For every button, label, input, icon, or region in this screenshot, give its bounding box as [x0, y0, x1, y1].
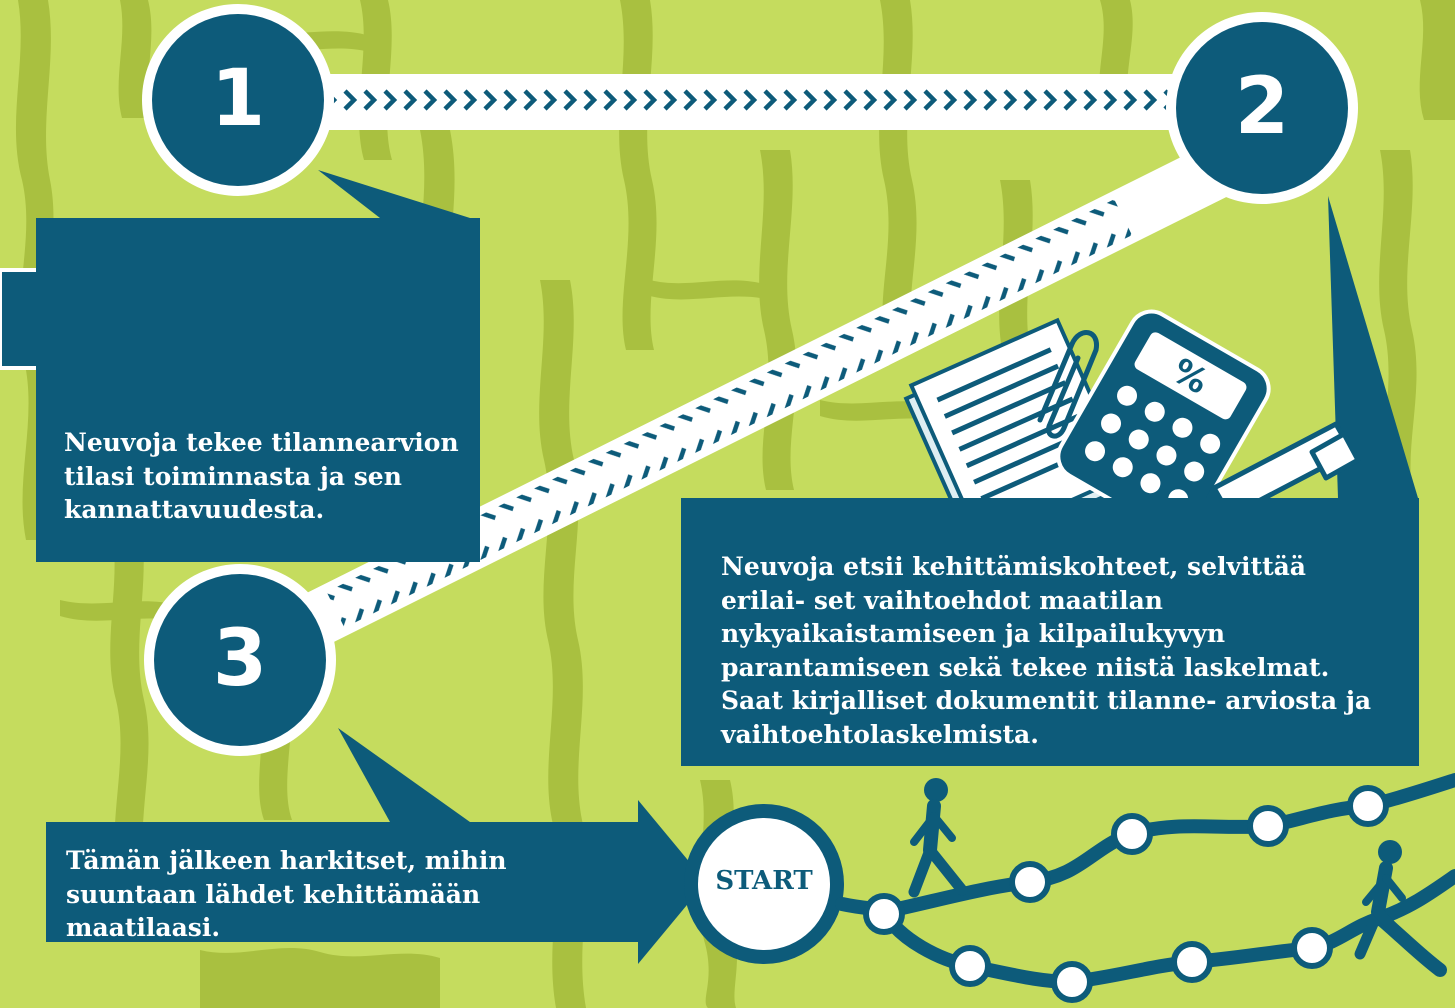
running-person-icon [1354, 840, 1418, 960]
step-3-text: Tämän jälkeen harkitset, mihin suuntaan … [66, 846, 507, 942]
step-number-3: 3 [212, 614, 268, 704]
path-2-to-3 [242, 125, 1270, 676]
path-node [863, 785, 1389, 1003]
calculator-icon: % [1056, 309, 1271, 536]
start-circle [684, 804, 844, 964]
step-number-1: 1 [210, 54, 266, 144]
step-1-callout: Neuvoja tekee tilannearvion tilasi toimi… [36, 218, 480, 562]
step-circle-1 [142, 4, 334, 196]
step-circle-3 [144, 564, 336, 756]
step-3-arrow-box: Tämän jälkeen harkitset, mihin suuntaan … [46, 822, 640, 942]
start-label: START [715, 866, 813, 896]
arrow-to-start [638, 800, 706, 964]
step-2-callout: Neuvoja etsii kehittämiskohteet, selvitt… [681, 498, 1419, 766]
paperclip-icon [1037, 330, 1099, 439]
path-1-to-2 [240, 74, 1262, 130]
callout-tail-2 [1328, 196, 1418, 498]
step-2-text: Neuvoja etsii kehittämiskohteet, selvitt… [721, 552, 1372, 749]
callout-tail-1 [318, 170, 470, 218]
walking-person-icon [908, 778, 968, 898]
step-circle-2 [1166, 12, 1358, 204]
callout-tail-3 [338, 728, 470, 822]
step-1-text: Neuvoja tekee tilannearvion tilasi toimi… [64, 428, 459, 524]
step-number-2: 2 [1234, 62, 1290, 152]
